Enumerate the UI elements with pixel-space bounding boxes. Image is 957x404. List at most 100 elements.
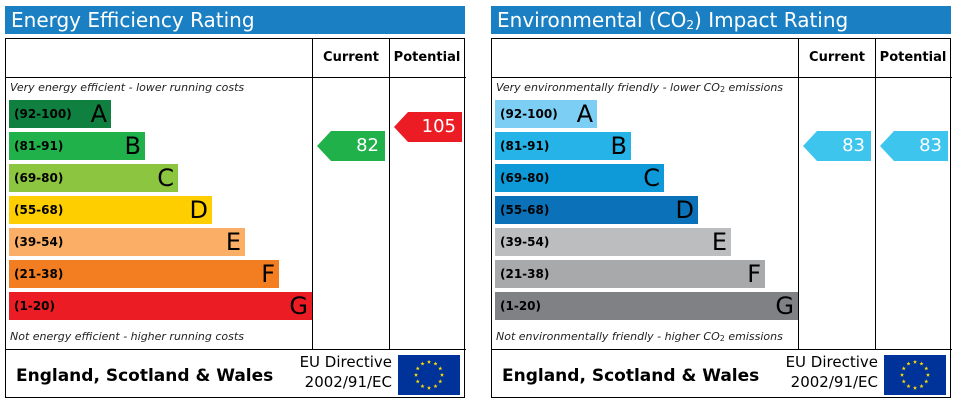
eu-star-icon <box>924 379 929 384</box>
energy-potential-arrow: 105 <box>394 112 462 142</box>
environmental-band-range: (21-38) <box>500 267 550 281</box>
eu-star-icon <box>426 359 432 364</box>
eu-star-icon <box>901 366 906 371</box>
energy-frame: Current Potential Very energy efficient … <box>5 38 466 398</box>
energy-band-letter: F <box>261 260 275 288</box>
energy-band-letter: E <box>225 228 241 256</box>
energy-divider-1 <box>312 39 313 349</box>
environmental-directive: EU Directive 2002/91/EC <box>786 352 878 392</box>
environmental-potential-value: 83 <box>919 135 942 156</box>
eu-star-icon <box>438 379 443 384</box>
energy-band-d: (55-68) D <box>9 196 212 224</box>
environmental-divider-2 <box>875 39 876 349</box>
energy-band-g: (1-20) G <box>9 292 312 320</box>
energy-potential-value: 105 <box>421 116 456 137</box>
environmental-bottom-note: Not environmentally friendly - higher CO… <box>496 330 783 343</box>
energy-rating-panel: Energy Efficiency Rating Current Potenti… <box>5 6 466 398</box>
environmental-band-range: (92-100) <box>500 107 558 121</box>
energy-directive-line2: 2002/91/EC <box>304 373 392 391</box>
environmental-region: England, Scotland & Wales <box>502 366 760 386</box>
environmental-band-letter: F <box>747 260 761 288</box>
environmental-band-letter: C <box>643 164 660 192</box>
eu-star-icon <box>924 366 929 371</box>
environmental-top-note: Very environmentally friendly - lower CO… <box>496 81 784 94</box>
environmental-divider-1 <box>798 39 799 349</box>
eu-star-icon <box>433 361 438 366</box>
environmental-band-range: (39-54) <box>500 235 550 249</box>
environmental-potential-arrow-shape <box>880 131 948 161</box>
eu-star-icon <box>415 366 420 371</box>
energy-header-line <box>6 77 466 78</box>
environmental-current-header: Current <box>809 50 865 65</box>
environmental-band-range: (69-80) <box>500 171 550 185</box>
environmental-band-range: (81-91) <box>500 139 550 153</box>
energy-top-note: Very energy efficient - lower running co… <box>10 81 245 94</box>
environmental-band-b: (81-91) B <box>495 132 631 160</box>
energy-band-range: (69-80) <box>14 171 64 185</box>
eu-star-icon <box>906 361 911 366</box>
eu-star-icon <box>426 385 432 390</box>
energy-band-letter: D <box>189 196 208 224</box>
energy-title: Energy Efficiency Rating <box>5 6 465 34</box>
energy-band-range: (81-91) <box>14 139 64 153</box>
eu-star-icon <box>438 366 443 371</box>
energy-band-b: (81-91) B <box>9 132 145 160</box>
energy-divider-2 <box>389 39 390 349</box>
eu-star-icon <box>912 359 918 364</box>
energy-band-range: (55-68) <box>14 203 64 217</box>
energy-potential-arrow-shape <box>394 112 462 142</box>
environmental-band-range: (55-68) <box>500 203 550 217</box>
environmental-band-letter: A <box>576 100 593 128</box>
environmental-rating-panel: Environmental (CO2) Impact Rating Curren… <box>491 6 952 398</box>
environmental-potential-arrow: 83 <box>880 131 948 161</box>
energy-directive: EU Directive 2002/91/EC <box>300 352 392 392</box>
environmental-band-letter: G <box>775 292 794 320</box>
energy-band-range: (21-38) <box>14 267 64 281</box>
environmental-footer-line <box>492 349 952 350</box>
energy-current-arrow-shape <box>317 131 385 161</box>
environmental-band-letter: B <box>610 132 627 160</box>
energy-band-letter: C <box>157 164 174 192</box>
environmental-band-c: (69-80) C <box>495 164 664 192</box>
energy-band-range: (39-54) <box>14 235 64 249</box>
energy-band-f: (21-38) F <box>9 260 279 288</box>
environmental-band-range: (1-20) <box>500 299 541 313</box>
energy-current-value: 82 <box>356 135 379 156</box>
eu-star-icon <box>413 372 419 377</box>
environmental-current-value: 83 <box>842 135 865 156</box>
environmental-directive-line2: 2002/91/EC <box>790 373 878 391</box>
eu-star-icon <box>415 379 420 384</box>
eu-flag-icon <box>884 355 946 395</box>
energy-region: England, Scotland & Wales <box>16 366 274 386</box>
energy-band-letter: G <box>289 292 308 320</box>
energy-band-range: (1-20) <box>14 299 55 313</box>
environmental-title: Environmental (CO2) Impact Rating <box>491 6 951 34</box>
environmental-band-a: (92-100) A <box>495 100 597 128</box>
energy-band-range: (92-100) <box>14 107 72 121</box>
eu-flag-icon <box>398 355 460 395</box>
environmental-band-f: (21-38) F <box>495 260 765 288</box>
environmental-current-arrow-shape <box>803 131 871 161</box>
energy-bottom-note: Not energy efficient - higher running co… <box>10 330 244 343</box>
environmental-band-letter: D <box>675 196 694 224</box>
eu-star-icon <box>899 372 905 377</box>
eu-star-icon <box>919 384 924 389</box>
energy-current-arrow: 82 <box>317 131 385 161</box>
environmental-band-letter: E <box>711 228 727 256</box>
eu-star-icon <box>906 384 911 389</box>
energy-potential-header: Potential <box>393 50 461 65</box>
energy-band-e: (39-54) E <box>9 228 245 256</box>
environmental-current-arrow: 83 <box>803 131 871 161</box>
environmental-directive-line1: EU Directive <box>785 353 878 371</box>
eu-star-icon <box>912 385 918 390</box>
energy-band-c: (69-80) C <box>9 164 178 192</box>
energy-band-letter: A <box>90 100 107 128</box>
environmental-potential-header: Potential <box>879 50 947 65</box>
energy-band-letter: B <box>124 132 141 160</box>
environmental-frame: Current Potential Very environmentally f… <box>491 38 952 398</box>
eu-star-icon <box>925 372 931 377</box>
eu-star-icon <box>901 379 906 384</box>
eu-star-icon <box>420 384 425 389</box>
eu-star-icon <box>420 361 425 366</box>
eu-star-icon <box>919 361 924 366</box>
